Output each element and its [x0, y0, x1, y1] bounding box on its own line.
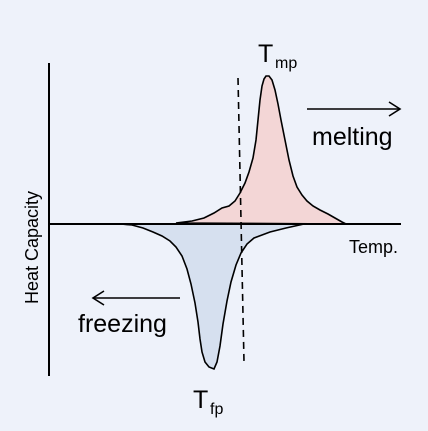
y-axis-label: Heat Capacity [22, 191, 42, 304]
freezing-peak-subscript: fp [210, 401, 223, 418]
freezing-arrow [91, 290, 180, 306]
melting-peak-subscript: mp [275, 55, 297, 72]
melting-peak-symbol: T [258, 40, 273, 68]
melting-peak-area [175, 75, 347, 225]
melting-label: melting [312, 123, 393, 151]
freezing-peak-symbol: T [193, 386, 208, 414]
melting-arrow [307, 101, 402, 117]
freezing-peak-area [120, 223, 305, 371]
freezing-label: freezing [78, 310, 167, 338]
x-axis-label: Temp. [349, 237, 398, 257]
